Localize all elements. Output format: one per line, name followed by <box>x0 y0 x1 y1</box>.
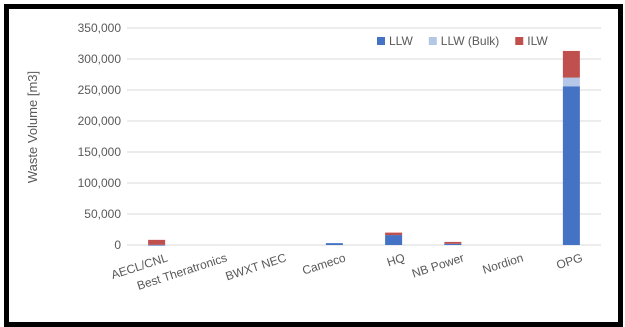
legend: LLW LLW (Bulk) ILW <box>377 34 548 48</box>
bars <box>148 50 580 246</box>
bar-ilw-aecl-cnl <box>148 239 166 245</box>
legend-label-llw-bulk: LLW (Bulk) <box>441 34 499 48</box>
x-tick-label: Cameco <box>300 250 347 277</box>
y-tick-label: 0 <box>114 238 121 252</box>
legend-swatch-ilw <box>515 37 524 45</box>
bar-llw-aecl-cnl <box>148 244 166 246</box>
y-tick-label: 350,000 <box>78 21 122 35</box>
y-tick-label: 200,000 <box>78 114 122 128</box>
x-tick-label: HQ <box>385 251 406 270</box>
y-tick-label: 150,000 <box>78 145 122 159</box>
chart-frame: 0 50,000 100,000 150,000 200,000 250,000 300,0… <box>4 4 623 327</box>
bar-llw-hq <box>385 235 403 245</box>
legend-label-ilw: ILW <box>527 34 548 48</box>
legend-swatch-llw-bulk <box>428 37 437 45</box>
y-axis: 0 50,000 100,000 150,000 200,000 250,000 300,0… <box>78 21 122 252</box>
bar-ilw-nb-power <box>444 241 462 244</box>
y-tick-label: 100,000 <box>78 176 122 190</box>
legend-swatch-llw <box>377 37 385 45</box>
y-tick-label: 300,000 <box>78 52 122 66</box>
bar-llw-opg <box>562 86 580 245</box>
bar-llw-cameco <box>325 243 343 245</box>
x-tick-label: BWXT NEC <box>224 250 289 283</box>
x-tick-label: OPG <box>555 251 585 273</box>
x-tick-label: Nordion <box>481 251 525 277</box>
legend-label-llw: LLW <box>389 34 413 48</box>
y-tick-label: 50,000 <box>84 207 121 221</box>
y-tick-label: 250,000 <box>78 83 122 97</box>
bar-ilw-opg <box>562 50 580 78</box>
bar-ilw-hq <box>385 232 403 236</box>
bar-llw-bulk-opg <box>562 77 580 87</box>
y-axis-label: Waste Volume [m3] <box>25 71 40 183</box>
bar-llw-nb-power <box>444 243 462 245</box>
x-tick-label: NB Power <box>410 251 466 281</box>
stacked-bar-chart: 0 50,000 100,000 150,000 200,000 250,000 300,0… <box>25 21 601 293</box>
gridlines <box>127 27 601 246</box>
